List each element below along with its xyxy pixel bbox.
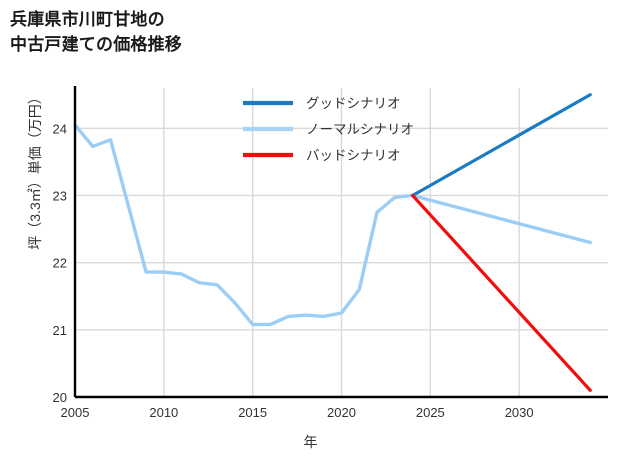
x-tick-label: 2025	[416, 405, 445, 420]
series-lines	[73, 93, 592, 392]
x-axis-label: 年	[303, 434, 318, 450]
y-tick-label: 24	[53, 121, 67, 136]
series-line-bad	[410, 193, 592, 392]
legend-label: グッドシナリオ	[306, 96, 401, 111]
legend-label: バッドシナリオ	[306, 148, 401, 163]
y-tick-label: 22	[53, 256, 67, 271]
legend-label: ノーマルシナリオ	[306, 122, 414, 137]
chart-title-line1: 兵庫県市川町甘地の	[10, 10, 165, 29]
axis-lines	[73, 86, 608, 399]
y-tick-label: 23	[53, 188, 67, 203]
x-tick-label: 2010	[149, 405, 178, 420]
y-tick-label: 20	[53, 390, 67, 405]
x-tick-label: 2030	[505, 405, 534, 420]
chart-title: 兵庫県市川町甘地の 中古戸建ての価格推移	[10, 8, 182, 57]
tick-labels: 20 21 22 23 24 2005 2010 2015 2020 2025 2030	[53, 121, 534, 420]
x-tick-label: 2015	[238, 405, 267, 420]
x-tick-label: 2020	[327, 405, 356, 420]
series-line-normal	[73, 123, 592, 327]
x-tick-label: 2005	[61, 405, 90, 420]
chart-title-line2: 中古戸建ての価格推移	[10, 34, 182, 54]
series-line-good	[410, 93, 592, 198]
y-tick-label: 21	[53, 323, 67, 338]
